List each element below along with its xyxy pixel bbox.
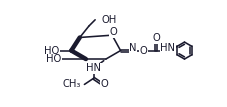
Text: N: N — [129, 43, 137, 53]
Text: O: O — [101, 80, 108, 89]
Text: HO: HO — [44, 46, 60, 56]
Text: OH: OH — [101, 15, 117, 25]
Text: CH₃: CH₃ — [63, 80, 81, 89]
Text: HO: HO — [46, 54, 61, 64]
Text: O: O — [110, 27, 118, 37]
Text: HN: HN — [86, 63, 101, 73]
Text: O: O — [140, 46, 148, 56]
Text: O: O — [152, 33, 160, 43]
Text: HN: HN — [160, 43, 175, 53]
